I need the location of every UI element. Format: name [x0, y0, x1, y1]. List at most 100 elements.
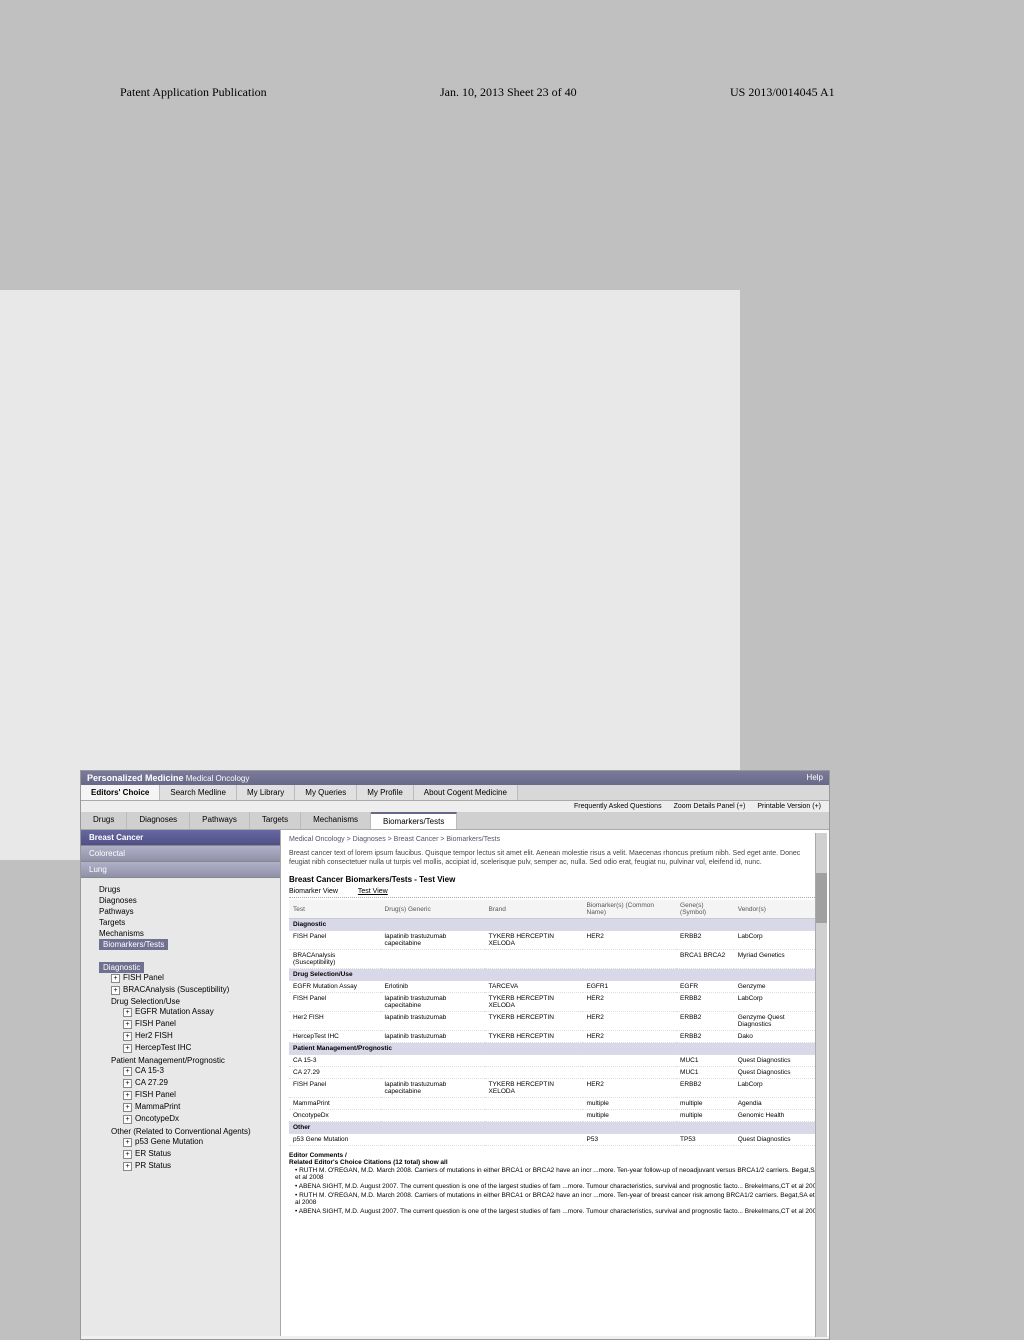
tree-item[interactable]: +BRACAnalysis (Susceptibility) [99, 984, 274, 996]
col-gene[interactable]: Gene(s) (Symbol) [676, 900, 734, 919]
table-group-row: Drug Selection/Use [289, 969, 821, 981]
tree-item[interactable]: +Her2 FISH [111, 1030, 274, 1042]
biomarkers-table: Test Drug(s) Generic Brand Biomarker(s) … [289, 900, 821, 1146]
table-row[interactable]: FISH Panellapatinib trastuzumab capecita… [289, 1079, 821, 1098]
expand-icon[interactable]: + [111, 986, 120, 995]
publication-date: Jan. 10, 2013 Sheet 23 of 40 [440, 85, 577, 100]
view-test[interactable]: Test View [358, 888, 388, 895]
subtab-drugs[interactable]: Drugs [81, 812, 127, 829]
tree-item[interactable]: +FISH Panel [111, 1018, 274, 1030]
expand-icon[interactable]: + [123, 1150, 132, 1159]
table-row[interactable]: FISH Panellapatinib trastuzumab capecita… [289, 931, 821, 950]
app-window: Personalized Medicine Medical Oncology H… [80, 770, 830, 1340]
tab-my-profile[interactable]: My Profile [357, 785, 414, 800]
tab-my-library[interactable]: My Library [237, 785, 295, 800]
comment-item[interactable]: ABENA SIGHT, M.D. August 2007. The curre… [295, 1207, 821, 1216]
comment-item[interactable]: RUTH M. O'REGAN, M.D. March 2008. Carrie… [295, 1166, 821, 1182]
scrollbar[interactable] [815, 833, 827, 1337]
top-tabs: Editors' Choice Search Medline My Librar… [81, 785, 829, 801]
table-group-row: Other [289, 1122, 821, 1134]
cat-diagnoses[interactable]: Diagnoses [87, 895, 274, 906]
subtab-pathways[interactable]: Pathways [190, 812, 250, 829]
cat-biomarkers[interactable]: Biomarkers/Tests [87, 939, 274, 950]
tree-group[interactable]: Drug Selection/Use +EGFR Mutation Assay … [99, 996, 274, 1055]
scroll-thumb[interactable] [816, 873, 827, 923]
col-vendor[interactable]: Vendor(s) [734, 900, 821, 919]
printable-link[interactable]: Printable Version (+) [757, 803, 821, 810]
table-row[interactable]: HercepTest IHClapatinib trastuzumabTYKER… [289, 1031, 821, 1043]
tree-diagnostic[interactable]: Diagnostic +FISH Panel +BRACAnalysis (Su… [87, 962, 274, 1174]
cat-pathways[interactable]: Pathways [87, 906, 274, 917]
tab-about[interactable]: About Cogent Medicine [414, 785, 518, 800]
table-row[interactable]: FISH Panellapatinib trastuzumab capecita… [289, 993, 821, 1012]
breadcrumb: Medical Oncology > Diagnoses > Breast Ca… [289, 834, 821, 845]
expand-icon[interactable]: + [123, 1032, 132, 1041]
subtab-diagnoses[interactable]: Diagnoses [127, 812, 190, 829]
cat-drugs[interactable]: Drugs [87, 884, 274, 895]
table-row[interactable]: EGFR Mutation AssayErlotinibTARCEVAEGFR1… [289, 981, 821, 993]
tree-item[interactable]: +ER Status [111, 1148, 274, 1160]
expand-icon[interactable]: + [123, 1079, 132, 1088]
cat-mechanisms[interactable]: Mechanisms [87, 928, 274, 939]
table-row[interactable]: CA 15-3MUC1Quest Diagnostics [289, 1055, 821, 1067]
view-tabs: Biomarker View Test View [289, 886, 821, 898]
table-row[interactable]: BRACAnalysis (Susceptibility)BRCA1 BRCA2… [289, 950, 821, 969]
tab-search-medline[interactable]: Search Medline [160, 785, 237, 800]
tab-editors-choice[interactable]: Editors' Choice [81, 785, 160, 800]
tree-item[interactable]: +HercepTest IHC [111, 1042, 274, 1054]
table-row[interactable]: Her2 FISHlapatinib trastuzumabTYKERB HER… [289, 1012, 821, 1031]
expand-icon[interactable]: + [123, 1162, 132, 1171]
tree-item[interactable]: +MammaPrint [111, 1101, 274, 1113]
tree-item[interactable]: +PR Status [111, 1160, 274, 1172]
table-row[interactable]: p53 Gene MutationP53TP53Quest Diagnostic… [289, 1134, 821, 1146]
app-title: Personalized Medicine [87, 773, 184, 783]
expand-icon[interactable]: + [123, 1138, 132, 1147]
expand-icon[interactable]: + [123, 1044, 132, 1053]
faq-link[interactable]: Frequently Asked Questions [574, 803, 662, 810]
table-group-row: Diagnostic [289, 919, 821, 931]
tree-item[interactable]: +p53 Gene Mutation [111, 1136, 274, 1148]
tree-item[interactable]: +FISH Panel [99, 972, 274, 984]
view-biomarker[interactable]: Biomarker View [289, 888, 338, 895]
col-brand[interactable]: Brand [485, 900, 583, 919]
tree-item[interactable]: +CA 15-3 [111, 1065, 274, 1077]
expand-icon[interactable]: + [123, 1091, 132, 1100]
titlebar: Personalized Medicine Medical Oncology H… [81, 771, 829, 785]
expand-icon[interactable]: + [123, 1103, 132, 1112]
app-subtitle: Medical Oncology [186, 774, 250, 783]
subtab-targets[interactable]: Targets [250, 812, 301, 829]
disease-lung[interactable]: Lung [81, 862, 280, 878]
tree-group[interactable]: Patient Management/Prognostic +CA 15-3 +… [99, 1055, 274, 1126]
tree-group[interactable]: Other (Related to Conventional Agents) +… [99, 1126, 274, 1173]
expand-icon[interactable]: + [123, 1020, 132, 1029]
expand-icon[interactable]: + [111, 974, 120, 983]
expand-icon[interactable]: + [123, 1067, 132, 1076]
expand-icon[interactable]: + [123, 1115, 132, 1124]
col-biomarker[interactable]: Biomarker(s) (Common Name) [583, 900, 677, 919]
tree-item[interactable]: +FISH Panel [111, 1089, 274, 1101]
cat-targets[interactable]: Targets [87, 917, 274, 928]
disease-colorectal[interactable]: Colorectal [81, 846, 280, 862]
col-test[interactable]: Test [289, 900, 381, 919]
utility-row: Frequently Asked Questions Zoom Details … [81, 801, 829, 812]
comment-item[interactable]: RUTH M. O'REGAN, M.D. March 2008. Carrie… [295, 1191, 821, 1207]
subtab-mechanisms[interactable]: Mechanisms [301, 812, 371, 829]
tree-item[interactable]: +CA 27.29 [111, 1077, 274, 1089]
help-link[interactable]: Help [807, 773, 823, 783]
zoom-link[interactable]: Zoom Details Panel (+) [674, 803, 746, 810]
table-row[interactable]: OncotypeDxmultiplemultipleGenomic Health [289, 1110, 821, 1122]
tree-item[interactable]: +EGFR Mutation Assay [111, 1006, 274, 1018]
comment-item[interactable]: ABENA SIGHT, M.D. August 2007. The curre… [295, 1182, 821, 1191]
col-drug[interactable]: Drug(s) Generic [381, 900, 485, 919]
editor-comments: Editor Comments / Related Editor's Choic… [289, 1152, 821, 1216]
table-row[interactable]: MammaPrintmultiplemultipleAgendia [289, 1098, 821, 1110]
table-row[interactable]: CA 27.29MUC1Quest Diagnostics [289, 1067, 821, 1079]
expand-icon[interactable]: + [123, 1008, 132, 1017]
section-title: Breast Cancer Biomarkers/Tests - Test Vi… [289, 871, 821, 886]
subtab-biomarkers[interactable]: Biomarkers/Tests [371, 812, 457, 829]
main-layout: Breast Cancer Colorectal Lung Drugs Diag… [81, 830, 829, 1336]
disease-breast[interactable]: Breast Cancer [81, 830, 280, 846]
tree: Diagnostic +FISH Panel +BRACAnalysis (Su… [81, 956, 280, 1180]
tree-item[interactable]: +OncotypeDx [111, 1113, 274, 1125]
tab-my-queries[interactable]: My Queries [295, 785, 357, 800]
